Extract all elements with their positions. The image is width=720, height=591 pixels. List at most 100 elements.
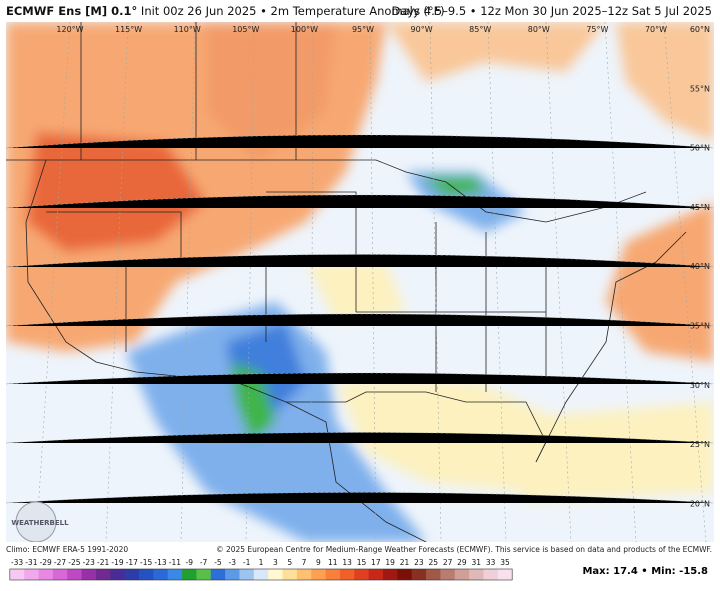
colorbar-label: -7 [200, 558, 208, 567]
description: Init 00z 26 Jun 2025 • 2m Temperature An… [140, 4, 445, 18]
min-label: Min: [651, 566, 676, 577]
colorbar-swatch [110, 569, 126, 580]
colorbar-swatch [497, 569, 513, 580]
latitude-label: 40°N [690, 262, 710, 271]
colorbar-label: -23 [83, 558, 95, 567]
colorbar-swatch [81, 569, 97, 580]
colorbar-swatch [210, 569, 226, 580]
colorbar-swatch [411, 569, 427, 580]
longitude-label: 95°W [352, 25, 374, 34]
graticule [6, 22, 714, 542]
colorbar-label: 19 [385, 558, 395, 567]
colorbar-swatch [383, 569, 398, 580]
colorbar-label: -31 [25, 558, 37, 567]
latitude-label: 25°N [690, 440, 710, 449]
latitude-labels: 60°N 55°N 50°N 45°N 40°N 35°N 30°N 25°N 20°N [690, 25, 710, 508]
min-value: -15.8 [679, 566, 708, 577]
header-left: ECMWF Ens [M] 0.1° Init 00z 26 Jun 2025 … [6, 4, 445, 18]
colorbar-swatch [440, 569, 456, 580]
colorbar-label: 13 [342, 558, 352, 567]
colorbar-label: 27 [443, 558, 453, 567]
colorbar-swatch [9, 569, 25, 580]
colorbar-swatch [153, 569, 169, 580]
stats: Max: 17.4 • Min: -15.8 [582, 566, 708, 577]
latitude-label: 50°N [690, 144, 710, 153]
longitude-label: 105°W [232, 25, 259, 34]
colorbar-label: -5 [214, 558, 222, 567]
longitude-label: 120°W [56, 25, 83, 34]
valid-time: Days 4.5–9.5 • 12z Mon 30 Jun 2025–12z S… [391, 4, 712, 18]
latitude-label: 35°N [690, 322, 710, 331]
map: 120°W 115°W 110°W 105°W 100°W 95°W 90°W 85°W 80°… [6, 22, 714, 542]
colorbar-swatch [339, 569, 355, 580]
anomaly-field [6, 22, 714, 542]
colorbar: -33 -31 -29 -27 -25 -23 -21 -19 -17 -15 -13 -11 -9 -7… [9, 558, 513, 581]
colorbar-swatch [24, 569, 40, 580]
colorbar-label: 17 [371, 558, 381, 567]
longitude-label: 110°W [174, 25, 201, 34]
colorbar-label: 31 [472, 558, 482, 567]
longitude-label: 90°W [411, 25, 433, 34]
colorbar-label: 25 [428, 558, 438, 567]
colorbar-label: 11 [328, 558, 338, 567]
colorbar-swatch [38, 569, 54, 580]
colorbar-label: 5 [287, 558, 292, 567]
colorbar-swatch [483, 569, 499, 580]
longitude-labels: 120°W 115°W 110°W 105°W 100°W 95°W 90°W 85°W 80°… [56, 25, 667, 34]
latitude-label: 20°N [690, 499, 710, 508]
colorbar-label: -33 [11, 558, 23, 567]
colorbar-label: 21 [400, 558, 410, 567]
colorbar-swatch [469, 569, 484, 580]
longitude-label: 85°W [469, 25, 491, 34]
longitude-label: 80°W [528, 25, 550, 34]
colorbar-swatch [196, 569, 212, 580]
colorbar-swatch [354, 569, 370, 580]
copyright: © 2025 European Centre for Medium-Range … [216, 545, 712, 554]
colorbar-label: 15 [357, 558, 367, 567]
colorbar-label: 3 [273, 558, 278, 567]
longitude-label: 75°W [586, 25, 608, 34]
logo-text: WEATHERBELL [11, 519, 69, 527]
colorbar-swatch [397, 569, 413, 580]
colorbar-label: -19 [111, 558, 123, 567]
latitude-label: 60°N [690, 25, 710, 34]
colorbar-swatch [253, 569, 269, 580]
colorbar-label: -21 [97, 558, 109, 567]
climo: Climo: ECMWF ERA-5 1991-2020 [6, 545, 129, 554]
colorbar-label: -27 [54, 558, 66, 567]
colorbar-swatch [239, 569, 255, 580]
colorbar-label: -25 [68, 558, 80, 567]
separator: • [641, 566, 648, 577]
longitude-label: 70°W [645, 25, 667, 34]
longitude-label: 100°W [291, 25, 318, 34]
colorbar-label: 9 [316, 558, 321, 567]
latitude-label: 30°N [690, 381, 710, 390]
latitude-label: 55°N [690, 84, 710, 93]
colorbar-label: -1 [243, 558, 251, 567]
colorbar-frame [9, 568, 513, 581]
colorbar-label: -11 [169, 558, 181, 567]
colorbar-label: -3 [229, 558, 237, 567]
longitude-label: 115°W [115, 25, 142, 34]
colorbar-swatch [225, 569, 240, 580]
logo: WEATHERBELL [11, 501, 69, 542]
colorbar-swatch [268, 569, 284, 580]
colorbar-label: 1 [259, 558, 264, 567]
colorbar-swatch [426, 569, 441, 580]
colorbar-label: -17 [126, 558, 138, 567]
colorbar-label: 35 [500, 558, 510, 567]
colorbar-swatch [167, 569, 183, 580]
colorbar-swatch [325, 569, 341, 580]
colorbar-swatch [311, 569, 327, 580]
colorbar-label: -29 [40, 558, 52, 567]
colorbar-swatch [95, 569, 111, 580]
max-label: Max: [582, 566, 610, 577]
colorbar-swatch [124, 569, 140, 580]
colorbar-label: -15 [140, 558, 152, 567]
colorbar-swatch [454, 569, 470, 580]
latitude-label: 45°N [690, 203, 710, 212]
colorbar-swatch [139, 569, 154, 580]
colorbar-label: 7 [302, 558, 307, 567]
colorbar-swatch [52, 569, 68, 580]
